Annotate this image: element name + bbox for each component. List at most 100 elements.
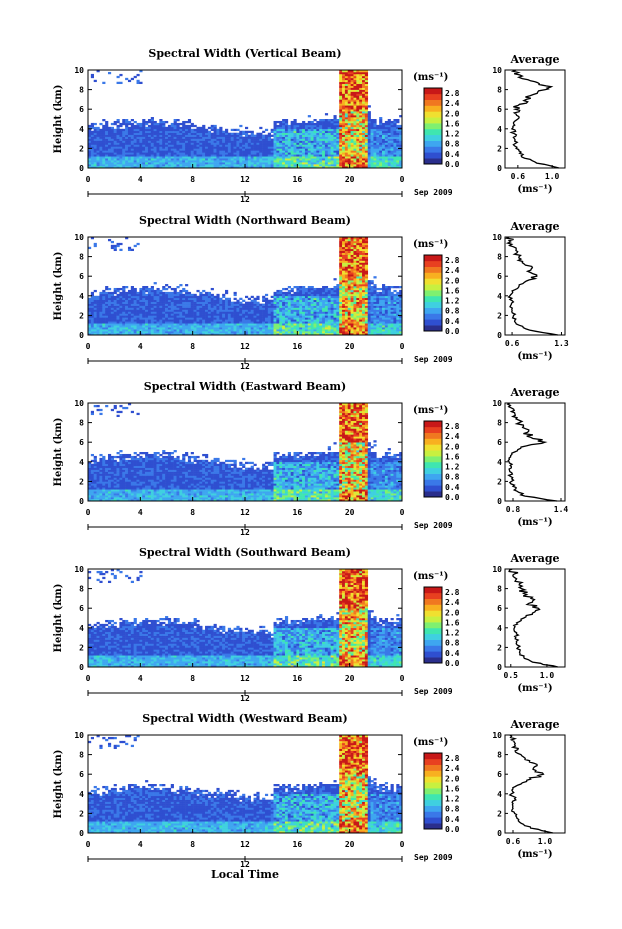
heatmap-cell bbox=[270, 144, 274, 147]
heatmap-cell bbox=[330, 323, 334, 326]
heatmap-cell bbox=[222, 144, 226, 147]
colorbar-tick-label: 2.4 bbox=[445, 99, 460, 108]
heatmap-cell bbox=[344, 299, 349, 302]
heatmap-cell bbox=[125, 126, 129, 130]
heatmap-cell bbox=[162, 142, 166, 145]
heatmap-cell bbox=[142, 158, 146, 161]
heatmap-cell bbox=[179, 313, 183, 316]
heatmap-cell bbox=[344, 293, 349, 297]
heatmap-cell bbox=[279, 305, 283, 308]
heatmap-cell bbox=[307, 146, 311, 149]
heatmap-cell bbox=[230, 325, 234, 328]
heatmap-cell bbox=[333, 146, 337, 149]
heatmap-cell bbox=[245, 126, 249, 130]
heatmap-cell bbox=[156, 164, 160, 167]
heatmap-cell bbox=[324, 144, 329, 147]
heatmap-cell bbox=[230, 313, 234, 316]
heatmap-cell bbox=[90, 130, 94, 134]
heatmap-cell bbox=[333, 295, 337, 299]
heatmap-cell bbox=[165, 140, 169, 143]
heatmap-cell bbox=[344, 297, 349, 301]
heatmap-cell bbox=[150, 134, 154, 137]
heatmap-cell bbox=[105, 130, 109, 134]
heatmap-cell bbox=[236, 160, 240, 163]
heatmap-cell bbox=[139, 315, 143, 318]
heatmap-cell bbox=[307, 154, 311, 157]
heatmap-cell bbox=[307, 307, 311, 310]
heatmap-cell bbox=[373, 136, 377, 139]
heatmap-cell bbox=[344, 122, 349, 126]
heatmap-cell bbox=[116, 325, 120, 328]
heatmap-cell bbox=[353, 91, 357, 94]
heatmap-cell bbox=[167, 142, 172, 145]
heatmap-cell bbox=[107, 138, 112, 141]
heatmap-cell bbox=[110, 246, 114, 250]
heatmap-cell bbox=[96, 323, 100, 326]
heatmap-cell bbox=[147, 329, 152, 332]
heatmap-cell bbox=[344, 331, 349, 334]
heatmap-cell bbox=[342, 242, 346, 246]
heatmap-cell bbox=[264, 154, 269, 157]
heatmap-cell bbox=[393, 132, 397, 135]
heatmap-cell bbox=[259, 156, 263, 159]
heatmap-cell bbox=[284, 323, 289, 326]
heatmap-cell bbox=[310, 128, 314, 132]
heatmap-cell bbox=[382, 152, 386, 155]
heatmap-cell bbox=[310, 309, 314, 312]
heatmap-cell bbox=[342, 107, 346, 110]
heatmap-cell bbox=[165, 309, 169, 312]
heatmap-cell bbox=[150, 136, 154, 139]
heatmap-cell bbox=[199, 160, 203, 163]
heatmap-cell bbox=[182, 158, 186, 161]
heatmap-cell bbox=[373, 150, 377, 153]
heatmap-cell bbox=[307, 295, 311, 299]
heatmap-cell bbox=[222, 160, 226, 163]
heatmap-cell bbox=[364, 105, 369, 108]
heatmap-cell bbox=[122, 307, 126, 310]
heatmap-cell bbox=[113, 150, 117, 153]
heatmap-cell bbox=[187, 317, 192, 320]
heatmap-cell bbox=[213, 134, 217, 137]
heatmap-cell bbox=[136, 295, 140, 299]
heatmap-cell bbox=[236, 321, 240, 324]
heatmap-cell bbox=[339, 248, 343, 252]
heatmap-cell bbox=[339, 109, 343, 112]
heatmap-cell bbox=[253, 321, 257, 324]
heatmap-cell bbox=[213, 140, 217, 143]
heatmap-cell bbox=[299, 297, 303, 301]
heatmap-cell bbox=[362, 91, 366, 94]
heatmap-cell bbox=[170, 311, 174, 314]
heatmap-cell bbox=[344, 327, 349, 330]
heatmap-cell bbox=[299, 128, 303, 132]
heatmap-cell bbox=[147, 132, 152, 135]
heatmap-cell bbox=[227, 317, 232, 320]
heatmap-cell bbox=[276, 126, 280, 130]
heatmap-cell bbox=[233, 154, 237, 157]
heatmap-cell bbox=[379, 166, 383, 169]
heatmap-cell bbox=[287, 154, 291, 157]
heatmap-cell bbox=[176, 325, 180, 328]
heatmap-cell bbox=[113, 160, 117, 163]
heatmap-cell bbox=[350, 73, 354, 77]
heatmap-cell bbox=[390, 132, 394, 135]
heatmap-cell bbox=[339, 254, 343, 257]
heatmap-cell bbox=[342, 321, 346, 324]
heatmap-cell bbox=[347, 142, 351, 145]
heatmap-cell bbox=[342, 83, 346, 86]
heatmap-cell bbox=[344, 317, 349, 320]
heatmap-cell bbox=[356, 134, 360, 137]
heatmap-cell bbox=[339, 289, 343, 293]
heatmap-cell bbox=[384, 138, 389, 141]
heatmap-cell bbox=[199, 321, 203, 324]
heatmap-cell bbox=[222, 152, 226, 155]
heatmap-cell bbox=[339, 244, 343, 248]
heatmap-cell bbox=[116, 295, 120, 299]
heatmap-cell bbox=[299, 138, 303, 141]
heatmap-cell bbox=[304, 301, 309, 304]
heatmap-cell bbox=[362, 128, 366, 132]
heatmap-cell bbox=[253, 301, 257, 304]
heatmap-cell bbox=[125, 140, 129, 143]
heatmap-cell bbox=[139, 156, 143, 159]
heatmap-cell bbox=[330, 120, 334, 124]
heatmap-cell bbox=[233, 162, 237, 165]
